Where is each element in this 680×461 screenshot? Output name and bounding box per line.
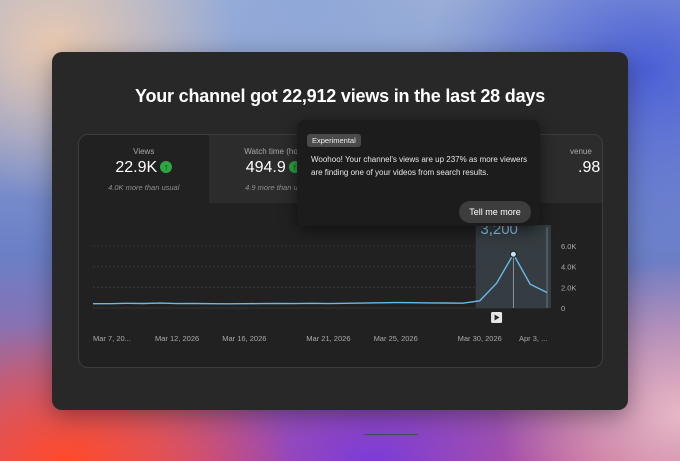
metric-note: 4.0K more than usual <box>108 183 180 192</box>
metric-value: 22.9K <box>115 159 158 176</box>
metric-label: venue <box>570 147 592 156</box>
metric-value-wrap: 22.9K ↑ <box>79 159 209 177</box>
y-tick-label: 6.0K <box>561 242 576 251</box>
y-tick-label: 2.0K <box>561 283 576 292</box>
x-tick-label: Mar 25, 2026 <box>374 334 418 343</box>
x-tick-label: Mar 30, 2026 <box>458 334 502 343</box>
metric-label: Watch time (hou <box>244 147 303 156</box>
play-icon <box>494 314 500 321</box>
experimental-tooltip: Experimental Woohoo! Your channel's view… <box>297 120 540 226</box>
metric-note: 4.9 more than us <box>245 183 302 192</box>
tell-me-more-button[interactable]: Tell me more <box>459 201 531 223</box>
metric-value: .98 <box>578 159 601 176</box>
metric-value: 494.9 <box>245 159 286 176</box>
headline: Your channel got 22,912 views in the las… <box>134 86 546 106</box>
y-tick-label: 0 <box>561 304 565 313</box>
x-tick-label: Mar 7, 20... <box>93 334 131 343</box>
x-tick-label: Mar 21, 2026 <box>306 334 350 343</box>
views-summary-card: Your channel got 22,912 views in the las… <box>52 52 628 435</box>
x-tick-label: Apr 3, ... <box>519 334 547 343</box>
metric-tab-views[interactable]: Views 22.9K ↑ 4.0K more than usual <box>79 135 209 203</box>
x-tick-label: Mar 16, 2026 <box>222 334 266 343</box>
trend-up-icon: ↑ <box>160 161 173 173</box>
tooltip-message: Woohoo! Your channel's views are up 237%… <box>311 155 528 177</box>
experimental-badge: Experimental <box>307 134 361 147</box>
scroll-indicator <box>364 434 418 435</box>
metric-label: Views <box>133 147 155 156</box>
hover-point <box>509 250 517 258</box>
views-series-line <box>93 252 548 305</box>
y-tick-label: 4.0K <box>561 263 576 272</box>
x-tick-label: Mar 12, 2026 <box>155 334 199 343</box>
